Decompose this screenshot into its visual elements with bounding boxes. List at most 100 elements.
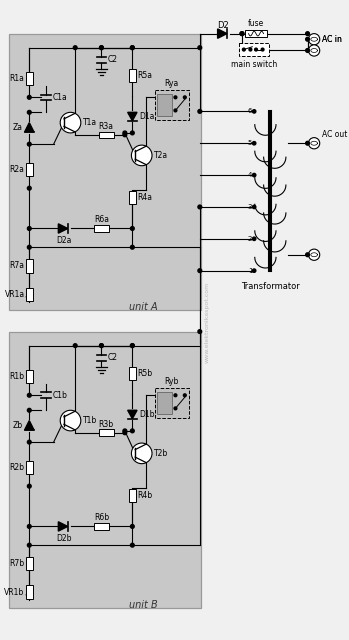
Circle shape — [28, 142, 31, 146]
Bar — [9, 332, 201, 608]
Text: D1a: D1a — [139, 111, 154, 120]
Circle shape — [174, 109, 177, 112]
Text: D2: D2 — [217, 21, 229, 30]
Text: D1b: D1b — [139, 410, 154, 419]
Circle shape — [131, 46, 134, 49]
Circle shape — [174, 394, 177, 397]
Text: 2: 2 — [248, 236, 252, 242]
Text: R6b: R6b — [94, 513, 109, 522]
Text: C2: C2 — [108, 55, 118, 65]
Text: R4a: R4a — [137, 193, 152, 202]
Bar — [25, 557, 33, 570]
Polygon shape — [218, 29, 227, 38]
Circle shape — [252, 237, 256, 241]
Polygon shape — [25, 420, 34, 430]
Text: R2a: R2a — [10, 165, 25, 174]
Circle shape — [309, 34, 320, 45]
Circle shape — [28, 525, 31, 528]
Circle shape — [131, 543, 134, 547]
Bar — [155, 90, 188, 120]
Bar — [25, 586, 33, 598]
Circle shape — [28, 95, 31, 99]
Text: T2a: T2a — [154, 151, 168, 160]
Polygon shape — [25, 123, 34, 132]
Circle shape — [123, 133, 127, 137]
Circle shape — [73, 344, 77, 348]
Text: R3b: R3b — [98, 420, 114, 429]
Circle shape — [131, 429, 134, 433]
Circle shape — [99, 46, 103, 49]
Text: unit B: unit B — [129, 600, 158, 609]
Circle shape — [240, 32, 244, 35]
Circle shape — [198, 205, 202, 209]
Circle shape — [28, 111, 31, 114]
Text: C2: C2 — [108, 353, 118, 362]
Text: R6a: R6a — [94, 215, 109, 224]
Circle shape — [306, 49, 310, 52]
Bar — [157, 93, 172, 116]
Circle shape — [184, 394, 186, 397]
Circle shape — [252, 173, 256, 177]
Circle shape — [255, 48, 258, 51]
Circle shape — [73, 46, 77, 49]
Text: AC in: AC in — [322, 35, 341, 44]
Text: AC out: AC out — [322, 131, 347, 140]
Circle shape — [243, 48, 245, 51]
Text: unit A: unit A — [129, 301, 158, 312]
Circle shape — [309, 138, 320, 149]
Circle shape — [131, 227, 134, 230]
Circle shape — [174, 96, 177, 99]
Circle shape — [309, 249, 320, 260]
Bar — [25, 461, 33, 474]
Circle shape — [131, 131, 134, 135]
Circle shape — [28, 408, 31, 412]
Circle shape — [132, 443, 152, 463]
Circle shape — [99, 344, 103, 348]
Text: fuse: fuse — [248, 19, 264, 28]
Bar — [239, 43, 269, 56]
Text: T1a: T1a — [83, 118, 97, 127]
Text: VR1a: VR1a — [5, 289, 25, 299]
Bar — [155, 388, 188, 418]
Bar — [128, 191, 136, 204]
Circle shape — [28, 394, 31, 397]
Circle shape — [249, 48, 252, 51]
Bar — [128, 69, 136, 83]
Bar — [25, 163, 33, 176]
Text: R5b: R5b — [137, 369, 152, 378]
Circle shape — [99, 344, 103, 348]
Circle shape — [131, 46, 134, 49]
Text: VR1b: VR1b — [4, 588, 25, 596]
Text: D2b: D2b — [56, 534, 72, 543]
Circle shape — [123, 431, 127, 435]
Bar — [157, 392, 172, 414]
Bar — [25, 72, 33, 85]
Bar — [25, 287, 33, 301]
Text: R1a: R1a — [10, 74, 25, 83]
Text: R4b: R4b — [137, 491, 152, 500]
Circle shape — [309, 45, 320, 56]
Text: R2b: R2b — [10, 463, 25, 472]
Text: 5: 5 — [248, 140, 252, 146]
Text: 4: 4 — [248, 172, 252, 178]
Text: AC in: AC in — [322, 35, 341, 44]
Circle shape — [198, 46, 202, 49]
Text: T2b: T2b — [154, 449, 168, 458]
Circle shape — [123, 131, 127, 135]
Bar — [128, 489, 136, 502]
Text: main switch: main switch — [231, 60, 277, 69]
Circle shape — [252, 205, 256, 209]
Text: R3a: R3a — [99, 122, 114, 131]
Circle shape — [131, 525, 134, 528]
Bar — [99, 429, 114, 436]
Text: C1a: C1a — [53, 93, 67, 102]
Circle shape — [261, 48, 264, 51]
Circle shape — [252, 109, 256, 113]
Circle shape — [60, 410, 81, 431]
Bar — [245, 30, 267, 37]
Bar — [25, 259, 33, 273]
Circle shape — [131, 344, 134, 348]
Bar — [94, 225, 109, 232]
Text: Transformator: Transformator — [241, 282, 299, 291]
Circle shape — [28, 440, 31, 444]
